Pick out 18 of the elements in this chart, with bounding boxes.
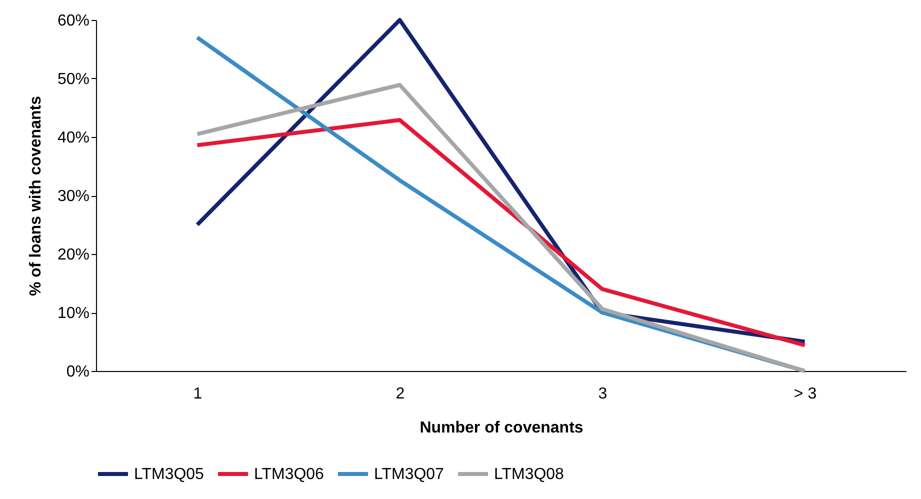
y-tick-label: 0% <box>66 364 90 380</box>
legend-label: LTM3Q06 <box>254 466 324 483</box>
x-tick-label: 1 <box>193 386 202 402</box>
y-axis-title: % of loans with covenants <box>27 96 44 296</box>
y-tick-label: 50% <box>57 71 90 88</box>
legend-label: LTM3Q07 <box>374 466 444 483</box>
x-tick-label: 3 <box>598 386 608 402</box>
legend-label: LTM3Q05 <box>134 466 204 483</box>
x-axis-title: Number of covenants <box>420 420 584 436</box>
y-tick-label: 40% <box>57 130 90 146</box>
legend-label: LTM3Q08 <box>494 466 564 483</box>
y-tick-label: 20% <box>57 246 90 264</box>
x-tick-label: 2 <box>396 386 405 402</box>
y-tick-label: 30% <box>57 188 90 205</box>
line-series <box>195 118 807 348</box>
x-tick-label: > 3 <box>794 386 817 402</box>
y-tick-label: 60% <box>57 12 90 30</box>
y-tick-label: 10% <box>57 305 90 322</box>
